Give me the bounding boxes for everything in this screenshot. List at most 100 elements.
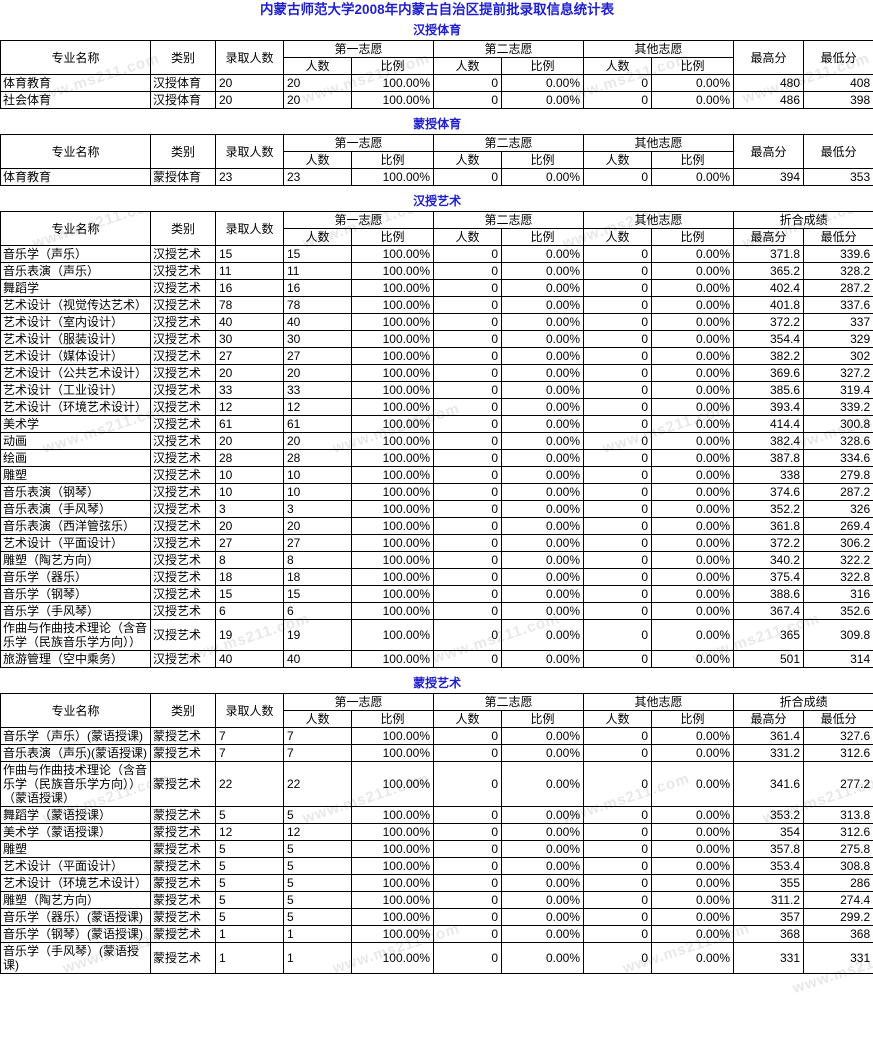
cell-max-score: 361.8 [733,517,804,535]
cell-min-score: 269.4 [802,517,873,535]
section-title-row: 蒙授艺术 [0,674,873,694]
cell-category: 汉授艺术 [150,262,216,280]
cell-category: 汉授艺术 [150,483,216,501]
col-second-choice: 第二志愿 [433,693,584,711]
cell-major: 艺术设计（公共艺术设计） [0,364,151,382]
col-major: 专业名称 [0,211,151,246]
cell-first-ratio: 100.00% [351,313,434,331]
cell-other-count: 0 [583,744,652,762]
cell-second-count: 0 [433,449,502,467]
cell-category: 蒙授体育 [150,168,216,186]
cell-second-ratio: 0.00% [501,650,584,668]
table-row: 艺术设计（公共艺术设计） 汉授艺术 20 20 100.00% 0 0.00% 0 0.00% 3… [0,364,873,382]
cell-category: 汉授艺术 [150,500,216,518]
cell-min-score: 334.6 [802,449,873,467]
cell-second-ratio: 0.00% [501,925,584,943]
cell-second-count: 0 [433,313,502,331]
cell-second-count: 0 [433,168,502,186]
cell-other-ratio: 0.00% [651,330,734,348]
col-min-score: 最低分 [802,134,873,169]
col-count: 人数 [583,57,652,75]
cell-enrolled: 27 [215,534,284,552]
cell-second-count: 0 [433,727,502,745]
cell-category: 蒙授艺术 [150,806,216,824]
cell-other-count: 0 [583,727,652,745]
cell-min-score: 353 [802,168,873,186]
cell-first-ratio: 100.00% [351,262,434,280]
cell-second-count: 0 [433,466,502,484]
table-row: 音乐学（钢琴） 汉授艺术 15 15 100.00% 0 0.00% 0 0.00% 388.6 3… [0,585,873,603]
cell-major: 音乐表演（西洋管弦乐） [0,517,151,535]
cell-other-count: 0 [583,262,652,280]
cell-enrolled: 20 [215,432,284,450]
cell-min-score: 309.8 [802,619,873,651]
cell-first-count: 11 [283,262,352,280]
cell-other-count: 0 [583,517,652,535]
cell-category: 汉授艺术 [150,330,216,348]
table-subheader-row: 人数 比例 人数 比例 人数 比例 [1,57,873,75]
cell-other-ratio: 0.00% [651,500,734,518]
cell-max-score: 372.2 [733,313,804,331]
cell-first-count: 61 [283,415,352,433]
cell-first-ratio: 100.00% [351,585,434,603]
cell-enrolled: 12 [215,823,284,841]
table-row: 动画 汉授艺术 20 20 100.00% 0 0.00% 0 0.00% 382.4 328.6 [0,432,873,450]
cell-major: 雕塑 [0,466,151,484]
col-second-choice: 第二志愿 [433,134,584,152]
cell-first-count: 7 [283,744,352,762]
table-row: 绘画 汉授艺术 28 28 100.00% 0 0.00% 0 0.00% 387.8 334.6 [0,449,873,467]
cell-first-ratio: 100.00% [351,500,434,518]
cell-enrolled: 15 [215,245,284,263]
cell-other-count: 0 [583,483,652,501]
cell-max-score: 393.4 [733,398,804,416]
cell-min-score: 306.2 [802,534,873,552]
cell-max-score: 501 [733,650,804,668]
cell-first-ratio: 100.00% [351,925,434,943]
document-title: 内蒙古师范大学2008年内蒙古自治区提前批录取信息统计表 [0,0,873,21]
col-ratio: 比例 [351,710,434,728]
cell-other-count: 0 [583,313,652,331]
cell-max-score: 374.6 [733,483,804,501]
cell-first-count: 5 [283,857,352,875]
cell-enrolled: 10 [215,466,284,484]
cell-category: 汉授艺术 [150,650,216,668]
table-subheader-row: 人数 比例 人数 比例 人数 比例 最高分 最低分 [1,228,873,246]
cell-first-ratio: 100.00% [351,517,434,535]
col-ratio: 比例 [501,710,584,728]
cell-enrolled: 11 [215,262,284,280]
cell-other-ratio: 0.00% [651,874,734,892]
cell-min-score: 337.6 [802,296,873,314]
col-converted-score: 折合成绩 [732,211,873,229]
cell-other-ratio: 0.00% [651,840,734,858]
cell-major: 艺术设计（平面设计） [0,534,151,552]
cell-second-ratio: 0.00% [501,619,584,651]
cell-major: 艺术设计（服装设计） [0,330,151,348]
cell-first-ratio: 100.00% [351,449,434,467]
cell-other-count: 0 [583,619,652,651]
col-other-choice: 其他志愿 [583,211,734,229]
cell-max-score: 355 [733,874,804,892]
cell-first-count: 40 [283,650,352,668]
cell-first-ratio: 100.00% [351,330,434,348]
cell-major: 体育教育 [0,74,151,92]
cell-first-count: 28 [283,449,352,467]
cell-first-ratio: 100.00% [351,823,434,841]
cell-max-score: 385.6 [733,381,804,399]
cell-first-count: 5 [283,874,352,892]
cell-other-ratio: 0.00% [651,806,734,824]
cell-first-count: 22 [283,761,352,807]
cell-category: 汉授艺术 [150,398,216,416]
cell-first-count: 20 [283,517,352,535]
cell-first-ratio: 100.00% [351,347,434,365]
cell-first-count: 18 [283,568,352,586]
table-row: 舞蹈学（蒙语授课） 蒙授艺术 5 5 100.00% 0 0.00% 0 0.00% 353.2 3… [0,806,873,824]
cell-category: 蒙授艺术 [150,857,216,875]
cell-other-count: 0 [583,364,652,382]
cell-enrolled: 19 [215,619,284,651]
cell-first-ratio: 100.00% [351,942,434,974]
cell-other-count: 0 [583,415,652,433]
cell-max-score: 331 [733,942,804,974]
cell-first-ratio: 100.00% [351,761,434,807]
cell-second-ratio: 0.00% [501,381,584,399]
cell-major: 美术学 [0,415,151,433]
